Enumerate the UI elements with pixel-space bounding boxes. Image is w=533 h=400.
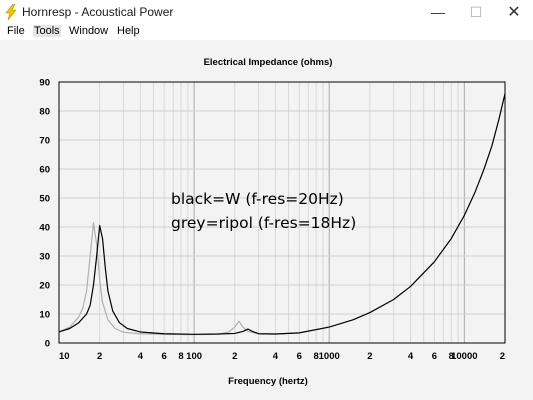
- close-button[interactable]: ✕: [507, 4, 521, 21]
- series-lines: [58, 93, 506, 336]
- chart-title: Electrical Impedance (ohms): [204, 57, 333, 68]
- x-tick-label: 6: [297, 351, 302, 362]
- x-tick-label: 100: [186, 351, 202, 362]
- grid: [59, 82, 505, 343]
- menu-window[interactable]: Window: [69, 25, 109, 37]
- series-line-grey: [58, 222, 330, 336]
- plot-frame: [58, 81, 506, 344]
- menu-tools[interactable]: Tools: [33, 25, 61, 37]
- annotation-grey: grey=ripol (f-res=18Hz): [171, 214, 356, 232]
- impedance-chart: Electrical Impedance (ohms) 0 10 20 30 40 50 6…: [39, 57, 506, 387]
- x-tick-label: 2: [232, 351, 237, 362]
- menu-bar: File Tools Window Help: [0, 24, 533, 40]
- x-tick-label: 1000: [319, 351, 340, 362]
- x-tick-label: 4: [138, 351, 144, 362]
- minimize-button[interactable]: —: [431, 4, 445, 20]
- chart-area: Electrical Impedance (ohms) 0 10 20 30 40 50 6…: [0, 40, 533, 400]
- y-tick-label: 30: [39, 252, 50, 263]
- y-tick-label: 0: [45, 339, 50, 350]
- x-tick-label: 10000: [451, 351, 477, 362]
- menu-help[interactable]: Help: [117, 25, 140, 37]
- x-tick-label: 2: [367, 351, 372, 362]
- y-tick-labels: 0 10 20 30 40 50 60 70 80 90: [39, 78, 50, 350]
- y-tick-label: 80: [39, 107, 50, 118]
- menu-file[interactable]: File: [7, 25, 25, 37]
- x-tick-label: 4: [273, 351, 279, 362]
- window-title: Hornresp - Acoustical Power: [22, 5, 174, 19]
- x-tick-label: 2: [500, 351, 505, 362]
- x-tick-label: 4: [408, 351, 414, 362]
- x-tick-label: 2: [97, 351, 102, 362]
- y-tick-label: 10: [39, 310, 50, 321]
- x-tick-label: 6: [161, 351, 166, 362]
- x-axis-label: Frequency (hertz): [228, 376, 308, 387]
- maximize-button[interactable]: ☐: [469, 3, 483, 20]
- y-tick-label: 20: [39, 281, 50, 292]
- x-tick-label: 10: [59, 351, 70, 362]
- y-tick-label: 90: [39, 78, 50, 89]
- y-tick-label: 70: [39, 136, 50, 147]
- x-tick-label: 8: [313, 351, 318, 362]
- lightning-icon: [5, 4, 17, 20]
- y-tick-label: 40: [39, 223, 50, 234]
- y-tick-label: 50: [39, 194, 50, 205]
- series-line-black: [58, 93, 506, 335]
- annotation-black: black=W (f-res=20Hz): [171, 190, 344, 208]
- y-tick-label: 60: [39, 165, 50, 176]
- title-bar: Hornresp - Acoustical Power — ☐ ✕: [0, 0, 533, 24]
- x-tick-label: 8: [449, 351, 454, 362]
- x-tick-label: 6: [432, 351, 437, 362]
- x-tick-label: 8: [178, 351, 183, 362]
